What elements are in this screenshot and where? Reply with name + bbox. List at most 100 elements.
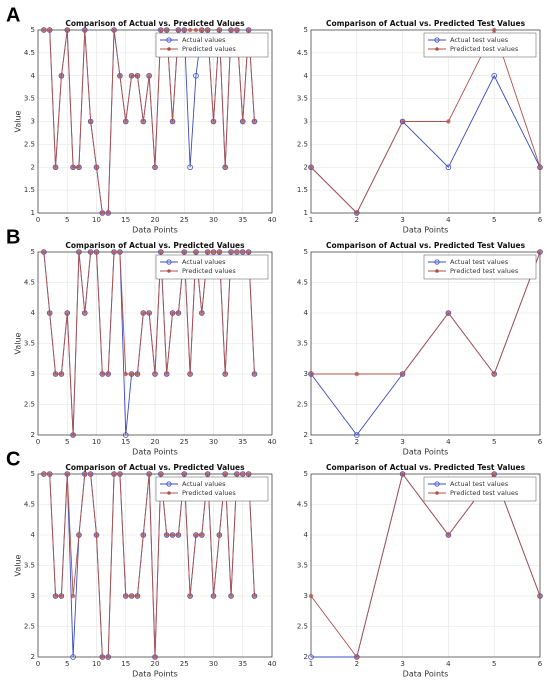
data-point (141, 532, 146, 538)
data-point (537, 249, 543, 255)
panel-label: C (6, 448, 20, 470)
x-tick-label: 3 (400, 216, 404, 224)
data-point (491, 471, 498, 477)
data-point (491, 72, 498, 79)
data-point (94, 165, 99, 170)
legend-label: Actual values (182, 258, 226, 266)
y-tick-label: 4.5 (24, 279, 35, 287)
data-point (59, 593, 64, 599)
data-point (117, 73, 123, 78)
y-tick-label: 5 (304, 26, 308, 34)
y-tick-label: 2 (31, 163, 35, 171)
data-point (82, 310, 88, 316)
y-tick-label: 3.5 (24, 95, 35, 103)
legend-label: Predicted values (182, 267, 236, 275)
data-point (123, 371, 128, 377)
data-point (88, 249, 93, 255)
data-point (308, 654, 314, 660)
x-tick-label: 4 (446, 216, 451, 224)
y-tick-label: 4.5 (297, 49, 308, 57)
y-tick-label: 2.5 (297, 623, 308, 631)
data-point (445, 164, 452, 171)
chart-title: Comparison of Actual vs. Predicted Value… (65, 463, 245, 472)
data-point (400, 119, 405, 124)
data-point (59, 73, 64, 78)
data-point (164, 371, 169, 377)
y-tick-label: 3.5 (297, 95, 308, 103)
data-point (76, 249, 82, 255)
data-point (53, 165, 58, 170)
y-tick-label: 3 (304, 118, 308, 126)
legend-marker (434, 259, 440, 265)
data-point (135, 73, 140, 78)
legend-marker (435, 269, 439, 273)
data-point (353, 432, 360, 438)
data-point (41, 27, 47, 33)
x-axis-label: Data Points (132, 670, 178, 679)
y-tick-label: 5 (304, 248, 308, 256)
x-tick-label: 10 (92, 216, 101, 224)
data-point (47, 471, 52, 477)
data-point (106, 371, 111, 377)
data-point (246, 471, 251, 477)
legend-label: Actual test values (450, 480, 509, 488)
y-tick-label: 5 (31, 248, 35, 256)
data-point (135, 593, 140, 599)
data-point (164, 27, 169, 33)
axes-box (310, 29, 541, 214)
series-line (311, 251, 541, 375)
y-tick-label: 2.5 (24, 623, 35, 631)
data-point (111, 471, 117, 477)
y-tick-label: 5 (304, 470, 308, 478)
data-point (353, 210, 360, 216)
data-point (106, 654, 111, 660)
x-tick-label: 40 (268, 438, 277, 446)
data-point (446, 119, 451, 124)
data-point (135, 371, 140, 377)
y-tick-label: 2.5 (24, 140, 35, 148)
data-point (129, 593, 134, 599)
data-point (182, 249, 187, 255)
chart-title: Comparison of Actual vs. Predicted Value… (65, 241, 245, 250)
data-point (308, 593, 314, 599)
legend-box (155, 476, 269, 502)
x-tick-label: 10 (92, 438, 101, 446)
x-tick-label: 5 (65, 216, 69, 224)
chart-title: Comparison of Actual vs. Predicted Test … (326, 19, 526, 28)
x-tick-label: 0 (36, 660, 40, 668)
legend-label: Predicted test values (450, 489, 519, 497)
data-point (176, 532, 181, 538)
y-tick-label: 3 (31, 370, 35, 378)
data-point (308, 164, 314, 171)
x-tick-label: 6 (538, 660, 543, 668)
data-point (152, 165, 158, 170)
data-point (240, 471, 245, 477)
x-tick-label: 2 (355, 216, 359, 224)
data-point (211, 249, 216, 255)
data-point (228, 593, 234, 599)
y-tick-label: 4 (31, 531, 36, 539)
x-axis-label: Data Points (403, 670, 449, 679)
y-tick-label: 2 (304, 653, 308, 661)
data-point (158, 27, 164, 33)
y-tick-label: 4.5 (297, 279, 308, 287)
data-point (187, 27, 193, 33)
data-point (199, 532, 204, 538)
x-tick-label: 35 (238, 216, 247, 224)
data-point (400, 371, 405, 377)
y-tick-label: 4 (304, 531, 309, 539)
y-tick-label: 2.5 (24, 401, 35, 409)
data-point (47, 310, 52, 316)
x-tick-label: 15 (121, 216, 130, 224)
data-point (70, 165, 76, 170)
legend-label: Actual test values (450, 258, 509, 266)
y-tick-label: 5 (31, 470, 35, 478)
data-point (117, 249, 123, 255)
data-point (141, 310, 146, 316)
data-point (354, 210, 359, 216)
legend-marker (167, 47, 171, 51)
data-point (445, 310, 452, 316)
data-point (211, 593, 216, 599)
data-point (252, 593, 257, 599)
